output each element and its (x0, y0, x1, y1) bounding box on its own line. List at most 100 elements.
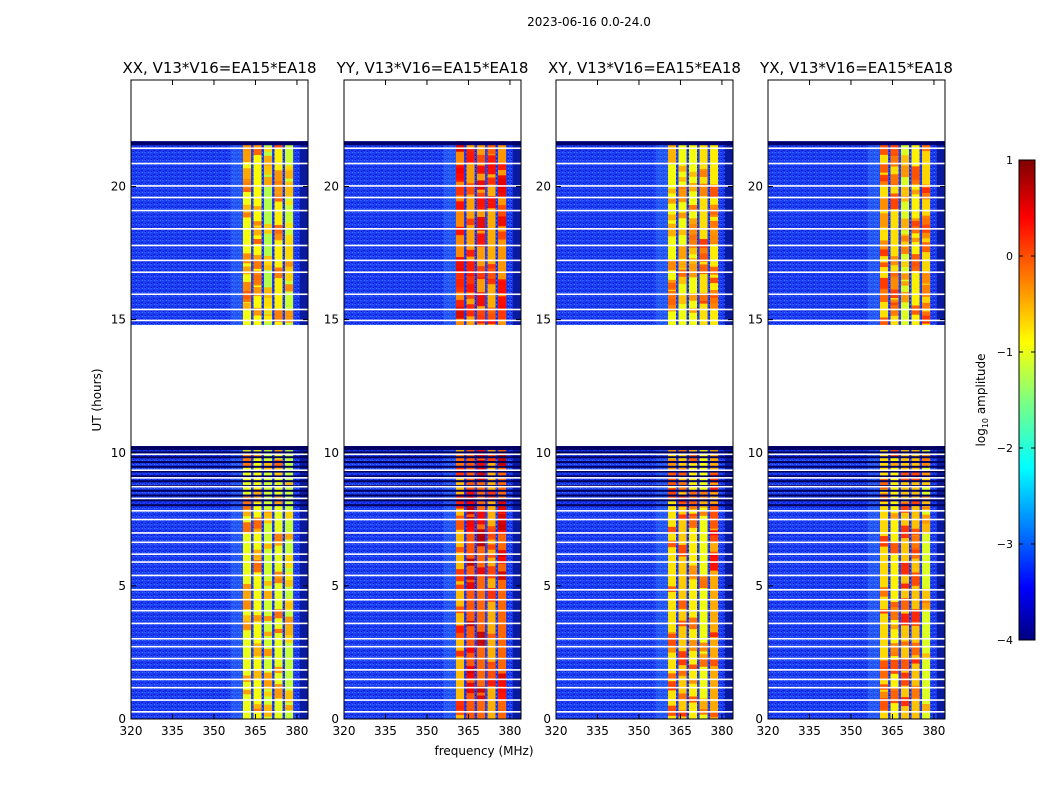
rfi-blotch (274, 574, 283, 579)
dark-stripe (131, 504, 308, 507)
rfi-blotch (911, 498, 920, 506)
rfi-blotch (466, 665, 475, 671)
flagged-line (344, 497, 521, 500)
rfi-blotch (466, 151, 475, 163)
rfi-blotch (710, 277, 719, 284)
rfi-blotch (901, 583, 910, 589)
rfi-blotch (668, 282, 677, 290)
rfi-blotch (456, 625, 465, 633)
rfi-blotch (911, 528, 920, 536)
rfi-channel (890, 446, 899, 719)
flagged-line (556, 553, 733, 555)
rfi-blotch (243, 253, 252, 264)
colorbar-tick-label: 0 (1006, 250, 1013, 263)
rfi-blotch (466, 249, 475, 257)
rfi-blotch (285, 580, 294, 587)
rfi-blotch (880, 288, 889, 302)
band-edge-haze (655, 446, 669, 719)
rfi-blotch (274, 170, 283, 182)
rfi-blotch (243, 204, 252, 213)
flagged-line (768, 196, 945, 199)
rfi-blotch (487, 633, 496, 640)
rfi-blotch (456, 167, 465, 182)
flagged-line (131, 308, 308, 311)
rfi-channel (243, 141, 252, 325)
dark-stripe (556, 465, 733, 468)
rfi-blotch (890, 659, 899, 674)
rfi-blotch (678, 599, 687, 609)
dark-stripe (131, 461, 308, 464)
rfi-blotch (466, 283, 475, 293)
flagged-line (768, 469, 945, 472)
rfi-blotch (477, 196, 486, 210)
rfi-channel (710, 446, 719, 719)
rfi-blotch (498, 279, 507, 285)
rfi-channel (699, 141, 708, 325)
rfi-blotch (911, 237, 920, 243)
figure-title: 2023-06-16 0.0-24.0 (527, 15, 651, 29)
rfi-blotch (243, 178, 252, 189)
rfi-blotch (890, 624, 899, 630)
rfi-blotch (922, 245, 931, 253)
rfi-blotch (689, 263, 698, 278)
rfi-blotch (710, 535, 719, 542)
rfi-blotch (668, 471, 677, 486)
flagged-line (768, 532, 945, 534)
rfi-blotch (922, 311, 931, 324)
flagged-line (768, 699, 945, 701)
rfi-blotch (285, 234, 294, 243)
rfi-blotch (264, 176, 273, 187)
rfi-blotch (253, 221, 262, 226)
rfi-blotch (274, 609, 283, 619)
rfi-blotch (710, 484, 719, 493)
rfi-blotch (466, 647, 475, 653)
band-edge-haze (443, 141, 457, 325)
flagged-line (344, 598, 521, 601)
rfi-blotch (689, 293, 698, 301)
rfi-blotch (901, 218, 910, 231)
rfi-blotch (689, 308, 698, 313)
flagged-line (768, 259, 945, 262)
flagged-line (344, 319, 521, 322)
rfi-blotch (890, 601, 899, 608)
rfi-blotch (890, 643, 899, 656)
flagged-line (344, 196, 521, 199)
panel-frame (130, 79, 309, 720)
rfi-blotch (890, 153, 899, 167)
panel-title: XX, V13*V16=EA15*EA18 (122, 59, 316, 77)
dark-stripe (131, 489, 308, 492)
x-tick-label: 320 (120, 724, 143, 738)
rfi-blotch (477, 216, 486, 231)
rfi-blotch (922, 284, 931, 297)
rfi-blotch (243, 621, 252, 631)
rfi-blotch (922, 653, 931, 659)
band-edge-haze (230, 446, 244, 719)
band-edge-haze (443, 446, 457, 719)
rfi-blotch (699, 653, 708, 659)
y-tick-label: 10 (324, 446, 339, 460)
flagged-line (556, 657, 733, 660)
flagged-line (131, 196, 308, 199)
rfi-blotch (710, 515, 719, 529)
rfi-blotch (922, 218, 931, 233)
rfi-blotch (243, 168, 252, 180)
rfi-blotch (466, 294, 475, 299)
flagged-line (556, 244, 733, 247)
rfi-blotch (710, 266, 719, 275)
y-tick-label: 20 (748, 180, 763, 194)
rfi-blotch (890, 174, 899, 186)
rfi-blotch (710, 220, 719, 228)
flagged-line (344, 532, 521, 534)
flagged-line (344, 561, 521, 563)
rfi-blotch (890, 541, 899, 555)
rfi-blotch (477, 631, 486, 643)
rfi-blotch (699, 249, 708, 258)
dark-stripe (344, 456, 521, 459)
dark-stripe (556, 451, 733, 454)
panel-frame (767, 79, 946, 720)
flagged-line (344, 228, 521, 230)
rfi-blotch (678, 270, 687, 284)
edge-strip (936, 446, 945, 719)
dark-stripe (556, 470, 733, 473)
flagged-line (344, 574, 521, 577)
